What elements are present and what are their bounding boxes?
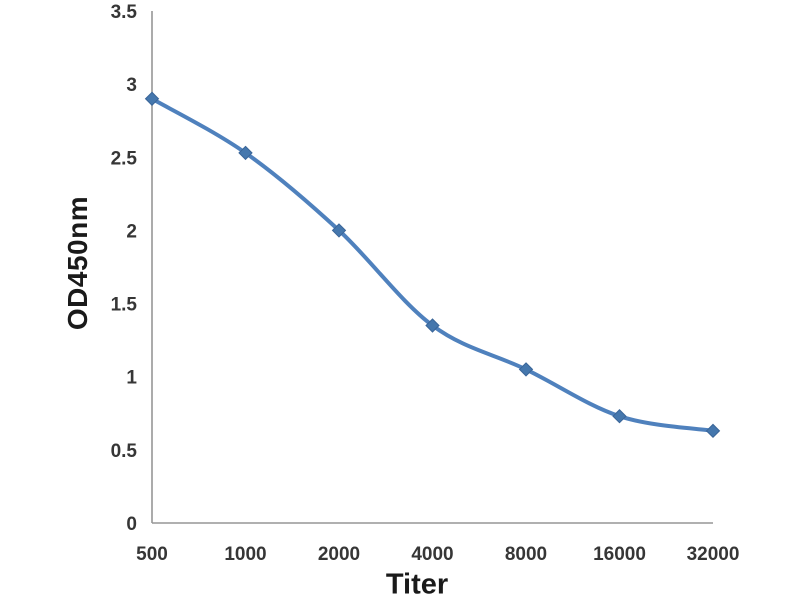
y-tick-label: 1	[126, 368, 137, 389]
x-axis-title: Titer	[385, 568, 449, 600]
y-tick-label: 3.5	[111, 2, 138, 23]
data-point-marker	[518, 362, 534, 377]
y-tick-label: 1.5	[111, 295, 138, 316]
y-tick-label: 2	[126, 221, 137, 242]
x-tick-label: 1000	[224, 544, 266, 565]
x-tick-label: 32000	[687, 544, 740, 565]
x-tick-label: 4000	[411, 544, 453, 565]
y-axis-title: OD450nm	[62, 195, 93, 331]
data-point-marker	[331, 223, 347, 238]
data-point-marker	[238, 145, 253, 161]
x-tick-label: 2000	[318, 544, 360, 565]
y-tick-label: 0.5	[111, 441, 138, 462]
data-point-marker	[425, 318, 440, 333]
x-tick-label: 16000	[593, 544, 646, 565]
series-line	[150, 96, 715, 433]
x-tick-label: 500	[136, 544, 168, 565]
data-point-marker	[705, 423, 721, 439]
y-tick-label: 3	[126, 75, 137, 96]
data-point-marker	[612, 409, 627, 424]
x-tick-label: 8000	[505, 544, 547, 565]
y-tick-label: 0	[126, 514, 137, 535]
y-tick-label: 2.5	[111, 148, 138, 169]
data-point-marker	[144, 91, 160, 106]
